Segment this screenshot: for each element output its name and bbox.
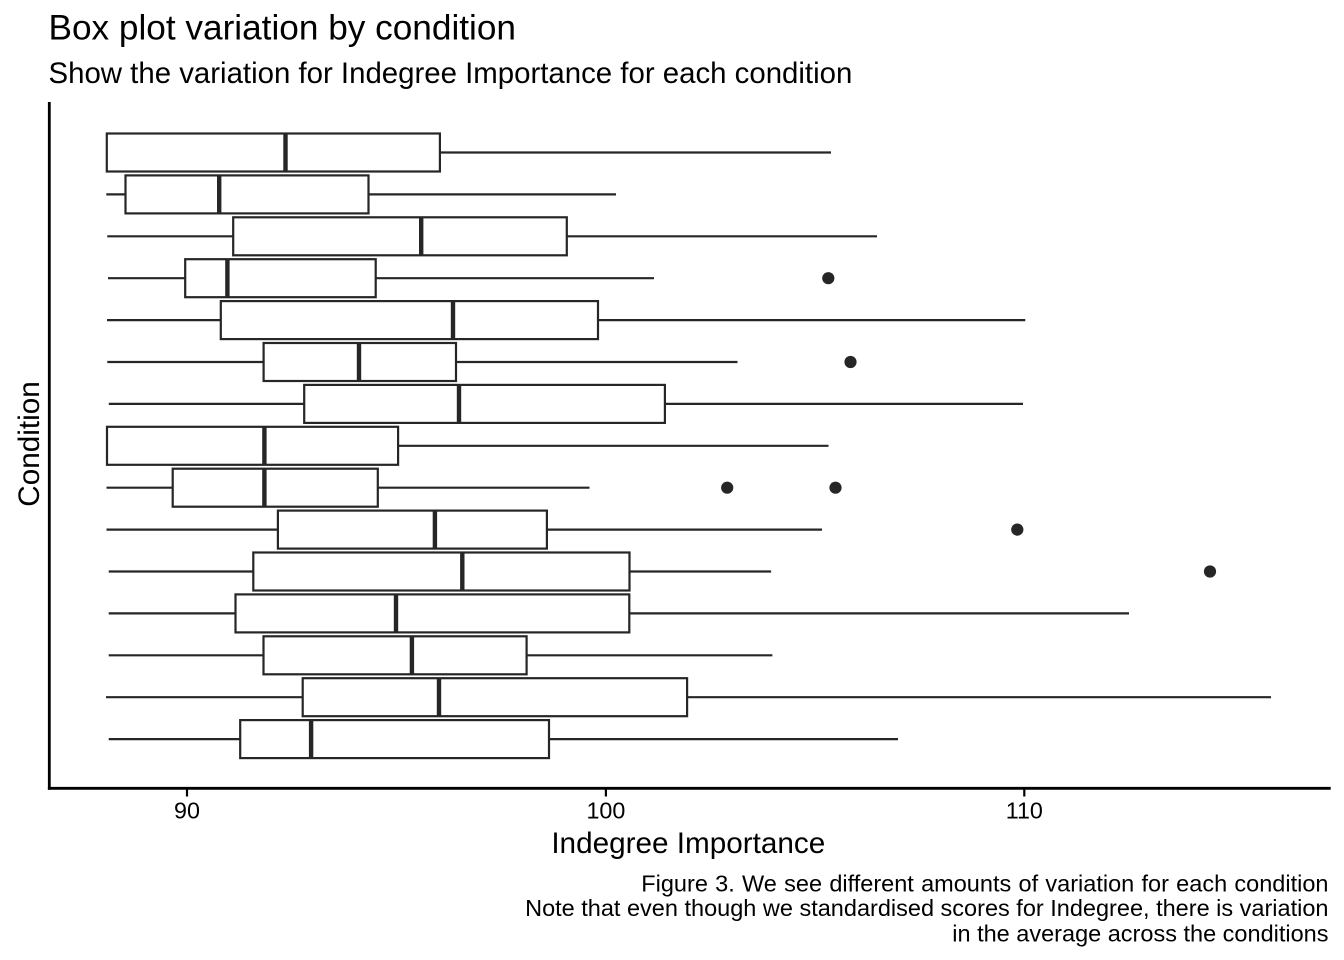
svg-text:Condition: Condition <box>13 381 46 506</box>
svg-text:110: 110 <box>1006 798 1043 824</box>
svg-text:Box plot variation by conditio: Box plot variation by condition <box>49 9 517 48</box>
svg-text:Figure 3. We see different amo: Figure 3. We see different amounts of va… <box>641 870 1328 896</box>
svg-text:Show the variation for Indegre: Show the variation for Indegree Importan… <box>49 57 853 90</box>
svg-text:in the average across the cond: in the average across the conditions <box>952 921 1328 947</box>
svg-text:Indegree Importance: Indegree Importance <box>551 827 825 860</box>
svg-text:100: 100 <box>586 798 625 824</box>
svg-text:90: 90 <box>174 798 200 824</box>
svg-text:Note that even though we stand: Note that even though we standardised sc… <box>525 895 1328 921</box>
